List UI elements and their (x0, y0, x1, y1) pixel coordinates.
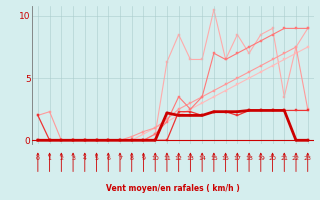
X-axis label: Vent moyen/en rafales ( km/h ): Vent moyen/en rafales ( km/h ) (106, 184, 240, 193)
